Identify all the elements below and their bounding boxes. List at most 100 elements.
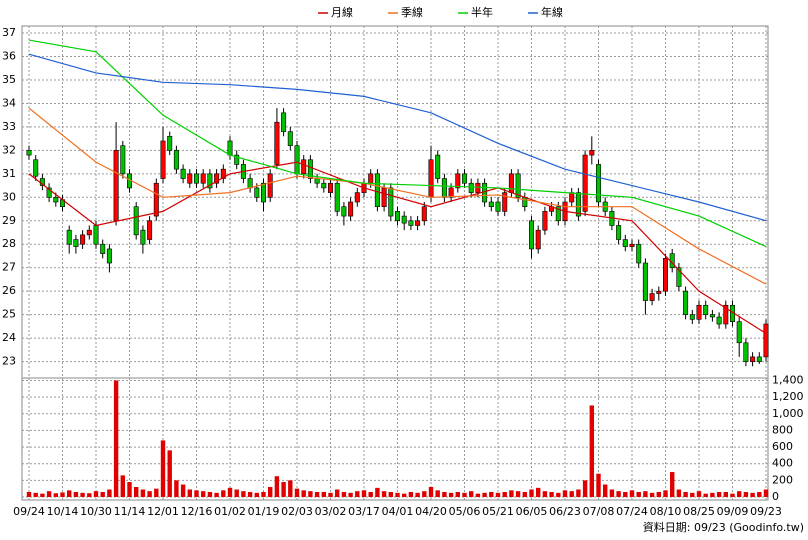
candle-body xyxy=(140,229,146,245)
candle-body xyxy=(522,197,528,207)
volume-bar xyxy=(683,492,688,497)
volume-bar xyxy=(763,489,769,497)
x-tick-label: 05/21 xyxy=(482,505,514,518)
volume-bar xyxy=(361,490,367,497)
volume-bar xyxy=(623,492,628,497)
volume-bar xyxy=(33,492,38,497)
candle-body xyxy=(589,150,595,156)
candle-body xyxy=(723,304,729,325)
x-tick-label: 03/17 xyxy=(348,505,380,518)
x-tick-label: 06/05 xyxy=(516,505,548,518)
candle-body xyxy=(709,314,715,318)
volume-bar xyxy=(321,492,326,497)
candle-body xyxy=(113,150,119,222)
candle-body xyxy=(66,229,72,245)
volume-bar xyxy=(663,490,668,497)
volume-bar xyxy=(515,491,521,497)
candle-body xyxy=(421,206,427,222)
candle-body xyxy=(495,201,501,212)
volume-bar xyxy=(140,489,146,497)
x-tick-label: 06/23 xyxy=(549,505,581,518)
candle-body xyxy=(167,135,173,151)
x-tick-label: 02/03 xyxy=(281,505,313,518)
y2-tick-label: 1,000 xyxy=(772,407,804,420)
volume-bar xyxy=(402,493,407,497)
y2-tick-label: 0 xyxy=(772,490,779,503)
candle-body xyxy=(374,173,380,207)
candle-body xyxy=(401,215,407,224)
y-tick-label: 34 xyxy=(2,96,16,109)
candle-body xyxy=(756,356,762,362)
y-tick-label: 37 xyxy=(2,26,16,39)
volume-bar xyxy=(495,492,501,497)
candle-body xyxy=(528,220,534,250)
candle-body xyxy=(716,316,722,325)
candle-body xyxy=(696,304,702,320)
volume-bar xyxy=(576,489,581,497)
volume-bar xyxy=(643,491,648,497)
x-tick-label: 01/19 xyxy=(248,505,280,518)
volume-bar xyxy=(556,492,561,497)
volume-bar xyxy=(428,487,434,497)
candle-body xyxy=(455,173,461,189)
y-tick-label: 31 xyxy=(2,167,16,180)
x-tick-label: 07/24 xyxy=(616,505,648,518)
volume-bar xyxy=(730,493,735,497)
candle-body xyxy=(334,182,340,212)
x-tick-label: 08/10 xyxy=(650,505,682,518)
volume-bar xyxy=(154,488,159,497)
volume-bar xyxy=(294,488,300,497)
y-tick-label: 25 xyxy=(2,308,16,321)
volume-bar xyxy=(757,492,762,497)
candle-body xyxy=(555,206,561,222)
volume-bar xyxy=(234,489,239,497)
volume-bar xyxy=(241,491,246,497)
volume-bar xyxy=(113,380,119,497)
y2-tick-label: 200 xyxy=(772,473,793,486)
legend-label: 季線 xyxy=(401,5,423,19)
volume-bar xyxy=(261,492,266,497)
volume-bar xyxy=(160,440,166,497)
candle-body xyxy=(348,201,354,217)
x-tick-label: 01/02 xyxy=(214,505,246,518)
volume-bar xyxy=(522,492,527,497)
volume-bar xyxy=(134,487,139,497)
candle-body xyxy=(220,168,226,179)
candle-body xyxy=(93,225,99,245)
y-tick-label: 28 xyxy=(2,237,16,250)
volume-bar xyxy=(448,492,454,497)
candle-body xyxy=(448,187,454,198)
volume-bar xyxy=(207,492,213,497)
volume-bar xyxy=(107,489,112,497)
y-tick-label: 36 xyxy=(2,50,16,63)
candle-body xyxy=(622,239,628,247)
candle-body xyxy=(234,154,240,165)
volume-bar xyxy=(60,492,65,497)
volume-bar xyxy=(415,492,420,497)
y2-tick-label: 600 xyxy=(772,440,793,453)
candle-body xyxy=(750,356,756,362)
volume-bar xyxy=(462,492,467,497)
volume-bar xyxy=(314,492,320,497)
volume-bar xyxy=(502,492,507,497)
volume-bar xyxy=(127,482,132,497)
legend-label: 月線 xyxy=(331,5,353,19)
volume-bar xyxy=(442,492,447,497)
volume-bar xyxy=(355,491,360,497)
volume-bar xyxy=(455,492,460,497)
volume-bar xyxy=(221,490,226,497)
candle-body xyxy=(46,187,52,198)
volume-bar xyxy=(509,490,514,497)
volume-bar xyxy=(147,491,152,497)
candle-body xyxy=(207,173,213,189)
volume-bar xyxy=(67,490,72,497)
candle-body xyxy=(106,248,112,264)
candle-body xyxy=(133,206,139,236)
candle-body xyxy=(542,211,548,231)
candle-body xyxy=(227,140,233,156)
x-tick-label: 04/01 xyxy=(382,505,414,518)
volume-bar xyxy=(174,480,179,497)
volume-bar xyxy=(375,487,380,497)
y-tick-label: 23 xyxy=(2,355,16,368)
candle-body xyxy=(763,323,769,358)
